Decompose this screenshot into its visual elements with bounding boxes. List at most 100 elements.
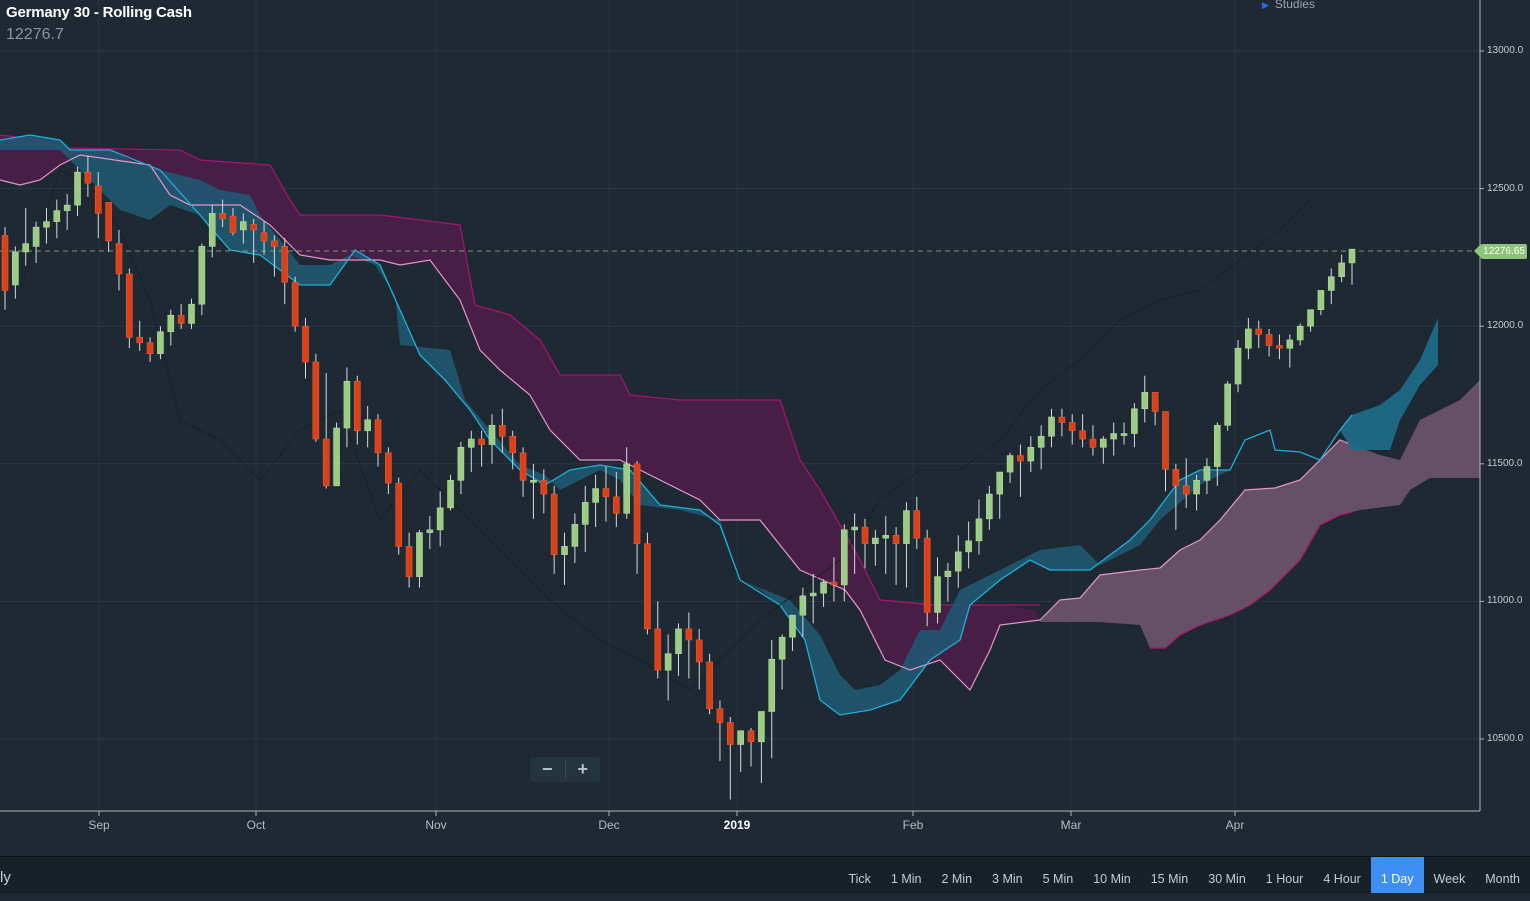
candle-bearish bbox=[126, 273, 133, 338]
candle-bullish bbox=[12, 251, 19, 286]
candle-bullish bbox=[664, 653, 672, 671]
candle-bullish bbox=[188, 303, 195, 324]
candle-bearish bbox=[229, 215, 237, 233]
x-tick-label: 2019 bbox=[723, 818, 751, 832]
candle-bearish bbox=[115, 243, 123, 275]
timeframe-3-min[interactable]: 3 Min bbox=[992, 872, 1023, 886]
zoom-out-button[interactable]: − bbox=[541, 759, 553, 779]
timeframe-1-day[interactable]: 1 Day bbox=[1370, 857, 1424, 893]
candle-bullish bbox=[63, 204, 71, 211]
candle-bullish bbox=[1224, 383, 1231, 426]
candle-bearish bbox=[519, 452, 527, 481]
candle-bullish bbox=[1234, 347, 1242, 385]
candle-bullish bbox=[986, 493, 993, 520]
candle-bearish bbox=[312, 361, 320, 440]
studies-toggle[interactable]: ▶ Studies bbox=[1262, 0, 1315, 11]
candle-bearish bbox=[654, 628, 662, 671]
candle-bearish bbox=[509, 435, 517, 454]
candle-bullish bbox=[157, 331, 164, 355]
candle-bullish bbox=[882, 535, 890, 539]
candle-bearish bbox=[1151, 391, 1159, 412]
senkou-b-future-line bbox=[1150, 511, 1353, 649]
candle-bullish bbox=[1338, 262, 1345, 277]
candle-bearish bbox=[1058, 416, 1066, 423]
candle-bullish bbox=[1110, 433, 1117, 440]
candle-bullish bbox=[426, 529, 434, 533]
candle-bearish bbox=[613, 496, 620, 514]
candle-bullish bbox=[623, 463, 630, 514]
kijun-line bbox=[0, 154, 1041, 692]
kumo-future-cloud bbox=[1040, 380, 1480, 648]
candle-bullish bbox=[488, 424, 496, 445]
chart-canvas[interactable] bbox=[0, 0, 1530, 856]
x-tick-label: Mar bbox=[1060, 818, 1082, 832]
candle-bullish bbox=[1317, 290, 1325, 310]
chart-area[interactable]: Germany 30 - Rolling Cash 12276.7 ▶ Studi… bbox=[0, 0, 1530, 856]
candle-bearish bbox=[1182, 485, 1190, 495]
candle-bullish bbox=[447, 480, 454, 509]
timeframe-2-min[interactable]: 2 Min bbox=[941, 872, 973, 886]
candle-bullish bbox=[872, 537, 879, 544]
x-tick-label: Dec bbox=[598, 818, 620, 832]
candle-bullish bbox=[436, 507, 444, 531]
timeframe-5-min[interactable]: 5 Min bbox=[1042, 872, 1074, 886]
candle-bearish bbox=[374, 419, 382, 454]
candle-bearish bbox=[94, 185, 102, 214]
timeframe-15-min[interactable]: 15 Min bbox=[1150, 872, 1189, 886]
timeframe-1-hour[interactable]: 1 Hour bbox=[1265, 872, 1304, 886]
zoom-in-button[interactable]: + bbox=[577, 759, 588, 779]
candle-bearish bbox=[913, 510, 921, 539]
candle-bullish bbox=[1120, 433, 1128, 436]
candle-bearish bbox=[271, 240, 278, 247]
candle-bearish bbox=[1162, 411, 1169, 470]
candle-bearish bbox=[177, 314, 185, 324]
candle-bearish bbox=[405, 546, 413, 577]
timeframe-tick[interactable]: Tick bbox=[848, 872, 871, 886]
candle-bullish bbox=[675, 628, 682, 654]
candle-bearish bbox=[716, 708, 724, 723]
candle-bullish bbox=[32, 226, 40, 247]
candle-bearish bbox=[105, 202, 112, 242]
candle-bullish bbox=[1348, 248, 1356, 264]
candle-bearish bbox=[830, 581, 838, 586]
candle-bullish bbox=[43, 221, 50, 228]
candle-bullish bbox=[954, 551, 962, 572]
candle-bullish bbox=[975, 518, 983, 542]
timeframe-list: Tick 1 Min 2 Min 3 Min 5 Min 10 Min 15 Min 30 M… bbox=[838, 857, 1530, 893]
candle-bearish bbox=[146, 342, 154, 355]
timeframe-bar: ly Tick 1 Min 2 Min 3 Min 5 Min 10 Min 15 Min 3… bbox=[0, 856, 1530, 893]
candle-bearish bbox=[499, 424, 506, 437]
candle-bullish bbox=[737, 730, 744, 745]
timeframe-month[interactable]: Month bbox=[1485, 872, 1520, 886]
timeframe-10-min[interactable]: 10 Min bbox=[1093, 872, 1131, 886]
expand-triangle-icon: ▶ bbox=[1262, 0, 1269, 10]
candle-bullish bbox=[1037, 435, 1045, 448]
candle-bearish bbox=[1089, 438, 1097, 448]
candle-bullish bbox=[1027, 446, 1035, 462]
candle-bullish bbox=[1203, 466, 1211, 481]
candle-bullish bbox=[903, 510, 910, 544]
candle-bearish bbox=[250, 224, 257, 231]
timeframe-30-min[interactable]: 30 Min bbox=[1208, 872, 1246, 886]
candle-bullish bbox=[1214, 424, 1221, 467]
candle-bearish bbox=[136, 336, 143, 344]
candle-bearish bbox=[602, 488, 610, 498]
timeframe-1-min[interactable]: 1 Min bbox=[890, 872, 922, 886]
candle-bearish bbox=[1, 235, 9, 291]
timeframe-week[interactable]: Week bbox=[1433, 872, 1466, 886]
timeframe-4-hour[interactable]: 4 Hour bbox=[1323, 872, 1361, 886]
last-price-marker: 12276.65 bbox=[1474, 244, 1527, 259]
candle-bearish bbox=[395, 482, 403, 547]
candle-bullish bbox=[768, 658, 776, 712]
candle-bullish bbox=[240, 221, 247, 231]
senkou-a-line bbox=[1039, 439, 1353, 621]
candle-bullish bbox=[416, 532, 423, 577]
candle-bullish bbox=[840, 529, 848, 586]
candle-bearish bbox=[302, 325, 309, 363]
candle-bullish bbox=[167, 314, 175, 333]
candle-bullish bbox=[820, 581, 827, 594]
candle-bearish bbox=[1079, 430, 1086, 440]
candle-bearish bbox=[892, 535, 900, 544]
candle-bullish bbox=[851, 526, 858, 531]
y-tick-label: 12500.0 bbox=[1487, 182, 1524, 194]
